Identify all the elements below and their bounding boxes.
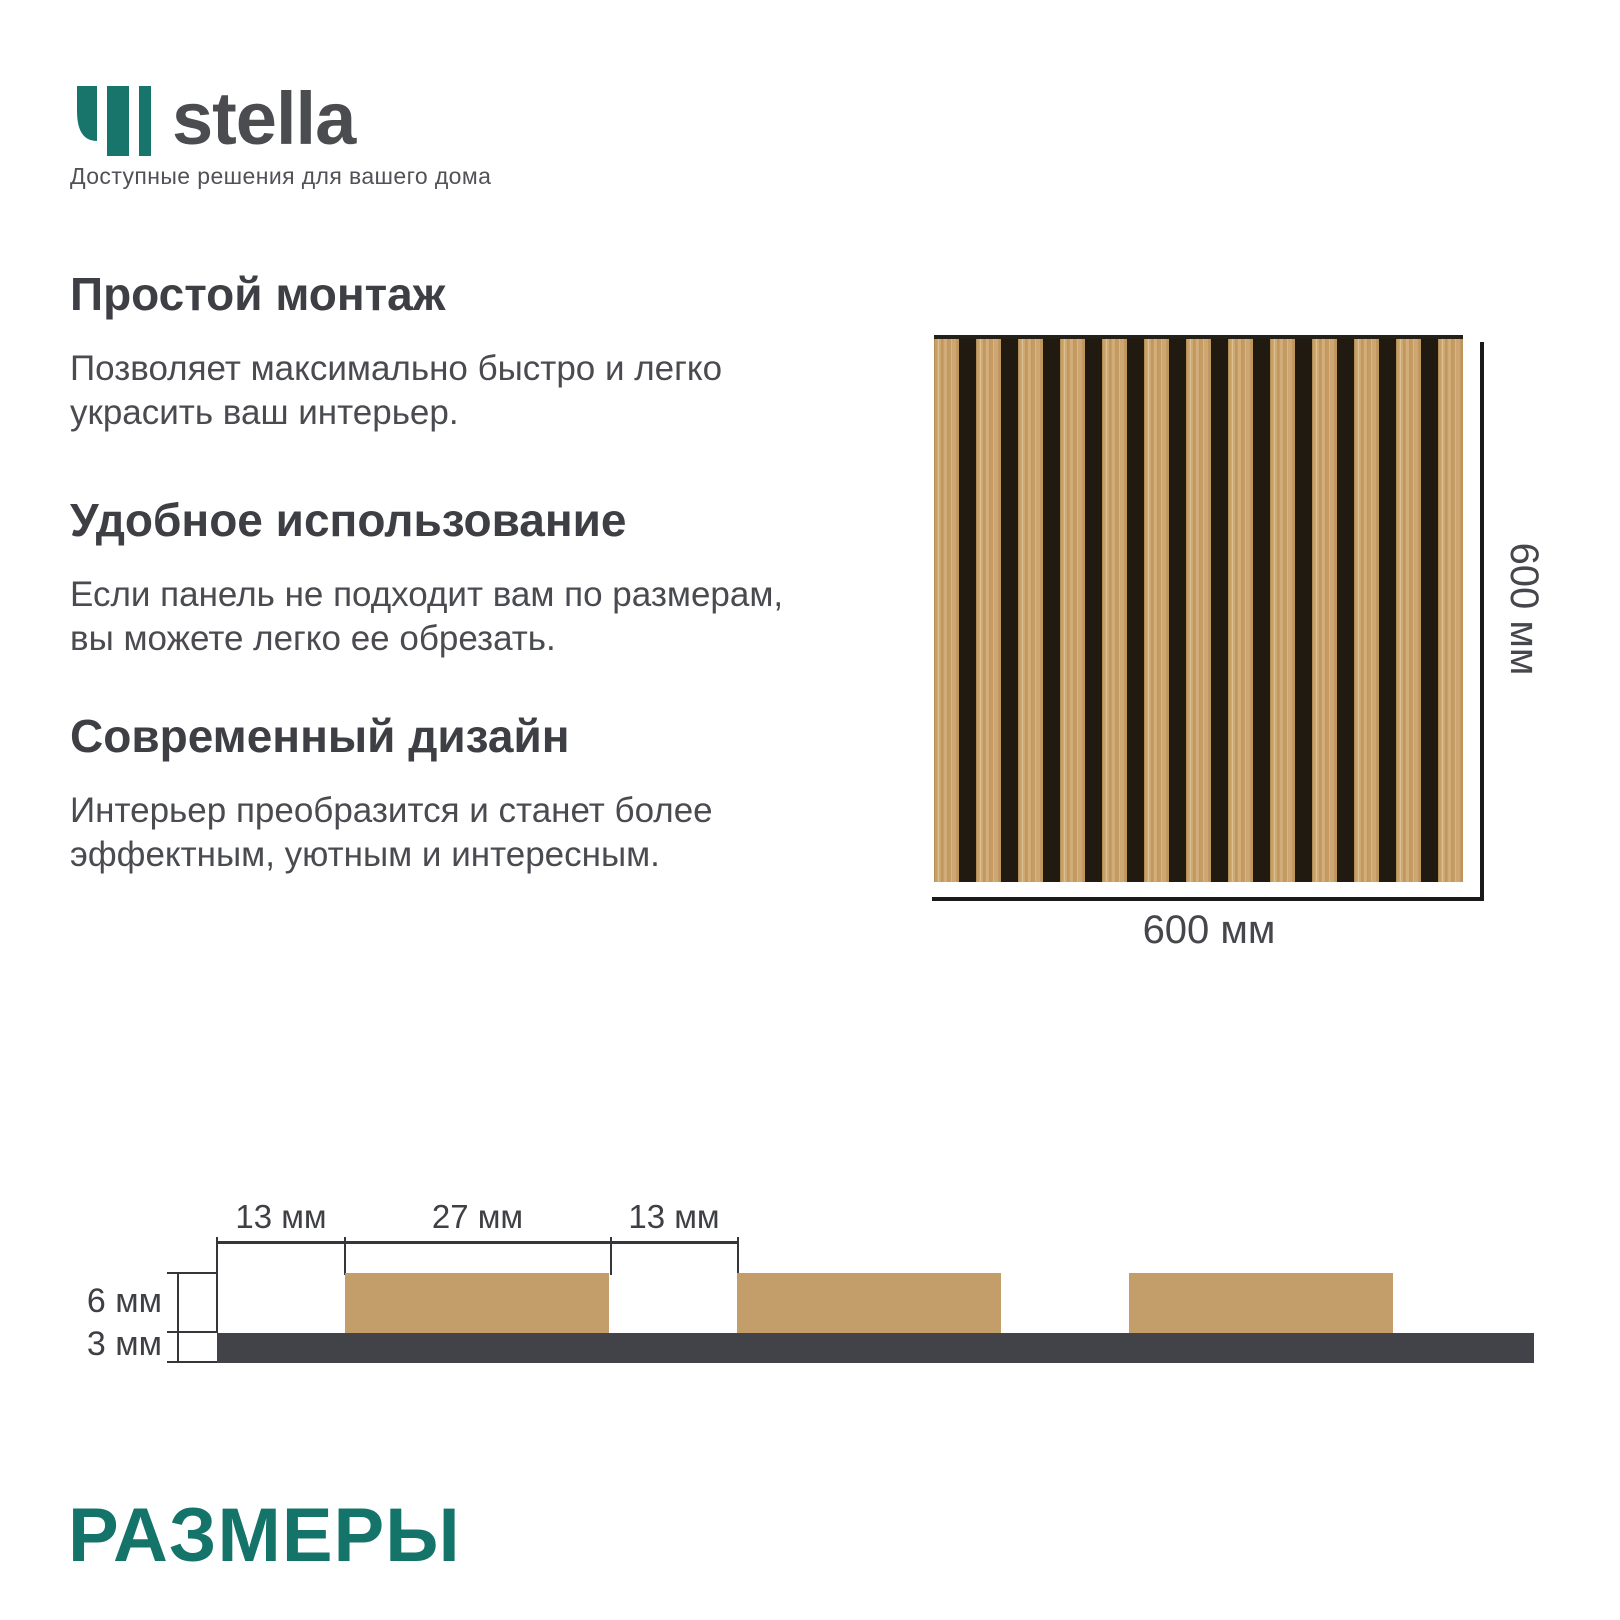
stella-logo-icon [76, 86, 152, 156]
brand-tagline: Доступные решения для вашего дома [70, 163, 492, 189]
dimension-tick [610, 1237, 612, 1275]
cross-section-slat [345, 1273, 609, 1333]
feature-title: Удобное использование [70, 494, 627, 546]
wood-slat [1186, 339, 1211, 882]
wood-slat [1018, 339, 1043, 882]
wood-slat [1312, 339, 1337, 882]
dimension-tick [737, 1237, 739, 1275]
wood-slat [1270, 339, 1295, 882]
slat-width-label: 27 мм [431, 1198, 524, 1235]
brand-name: stella [172, 77, 356, 160]
wood-slat [1228, 339, 1253, 882]
panel-height-label: 600 мм [1502, 542, 1546, 676]
feature-title: Современный дизайн [70, 710, 570, 762]
gap-width-label: 13 мм [235, 1198, 327, 1235]
slat-thickness-label: 6 мм [86, 1282, 162, 1320]
feature-body: Интерьер преобразится и станет более эфф… [70, 791, 713, 874]
wood-slat [976, 339, 1001, 882]
wood-slat [1396, 339, 1421, 882]
panel-width-dimension-line [932, 897, 1484, 901]
dimension-tick [344, 1237, 346, 1275]
wood-slat [1438, 339, 1463, 882]
bracket-tick [167, 1361, 217, 1363]
feature-title: Простой монтаж [70, 268, 446, 320]
feature-modern-design: Современный дизайн Интерьер преобразится… [70, 710, 910, 877]
wood-slat [1060, 339, 1085, 882]
thickness-bracket [177, 1273, 179, 1363]
panel-height-dimension-line [1480, 342, 1484, 898]
bracket-tick [167, 1272, 217, 1274]
wood-slat [1144, 339, 1169, 882]
cross-section-slat [737, 1273, 1001, 1333]
cross-section-dimension-line [217, 1241, 739, 1244]
wood-slat [1354, 339, 1379, 882]
sizes-section-title: РАЗМЕРЫ [68, 1493, 461, 1578]
gap-width-label: 13 мм [628, 1198, 720, 1235]
wood-slat [934, 339, 959, 882]
bracket-tick [167, 1331, 217, 1333]
cross-section-slat [1129, 1273, 1393, 1333]
feature-easy-mounting: Простой монтаж Позволяет максимально быс… [70, 268, 910, 435]
wood-slat [1102, 339, 1127, 882]
cross-section-base [217, 1333, 1534, 1363]
panel-image [934, 335, 1463, 882]
base-thickness-label: 3 мм [86, 1325, 162, 1363]
feature-convenient-use: Удобное использование Если панель не под… [70, 494, 910, 661]
panel-width-label: 600 мм [1142, 908, 1276, 952]
feature-body: Позволяет максимально быстро и легко укр… [70, 349, 723, 432]
dimension-tick [216, 1237, 218, 1333]
feature-body: Если панель не подходит вам по размерам,… [70, 575, 784, 658]
